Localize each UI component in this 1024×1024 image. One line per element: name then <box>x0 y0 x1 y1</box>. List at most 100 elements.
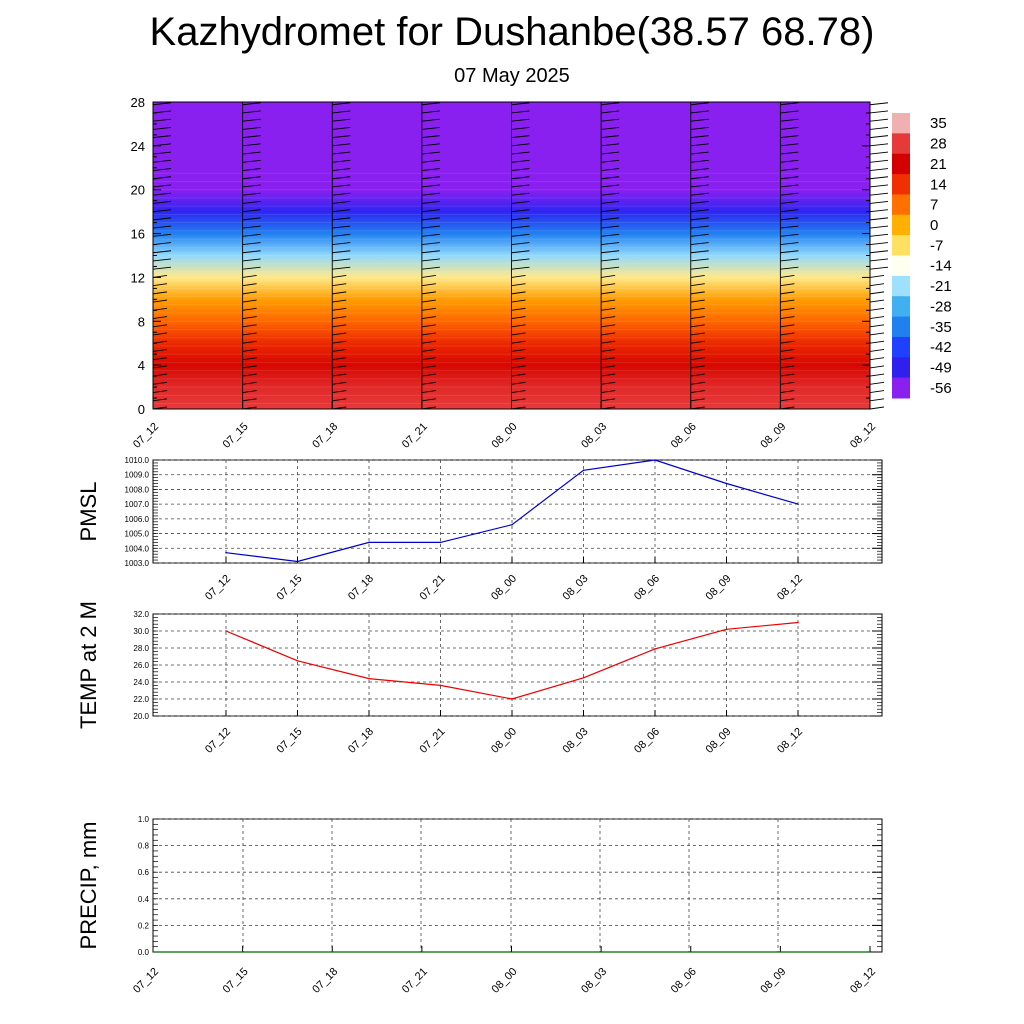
wind-barb <box>869 316 885 319</box>
wind-barb <box>780 168 799 171</box>
wind-barb <box>152 348 168 352</box>
wind-barb <box>869 324 885 328</box>
colorbar-swatch <box>892 113 910 134</box>
wind-barb <box>332 307 347 311</box>
wind-barb <box>421 373 436 377</box>
wind-barb <box>780 151 799 155</box>
y-tick-label: 1010.0 <box>125 456 150 465</box>
x-tick-label: 07_15 <box>221 421 251 451</box>
wind-barb <box>152 200 172 204</box>
wind-barb <box>242 110 261 114</box>
wind-barb <box>421 217 440 221</box>
colorbar-swatch <box>892 255 910 277</box>
y-tick-label: 0.4 <box>138 895 150 904</box>
colorbar-swatch <box>892 214 910 236</box>
wind-barb <box>332 365 347 369</box>
x-tick-label: 08_00 <box>489 573 519 603</box>
colorbar-label: -28 <box>930 298 952 315</box>
colorbar-label: -35 <box>930 319 952 336</box>
wind-barb <box>780 184 799 188</box>
wind-barb <box>601 135 620 139</box>
x-tick-label: 07_15 <box>221 966 251 996</box>
wind-barb <box>242 398 257 402</box>
wind-barb <box>511 274 526 278</box>
y-tick-label: 20.0 <box>133 712 149 721</box>
x-tick-label: 07_12 <box>203 726 233 756</box>
wind-barb <box>601 258 620 262</box>
wind-barb <box>332 242 351 245</box>
wind-barb <box>869 151 889 155</box>
wind-barb <box>152 274 168 278</box>
wind-barb <box>332 390 347 393</box>
wind-barb <box>690 217 709 221</box>
y-tick-label: 0.2 <box>138 921 150 930</box>
wind-barb <box>869 348 885 352</box>
wind-barb <box>242 307 257 311</box>
y-tick-label: 12 <box>131 270 145 285</box>
wind-barb <box>332 373 347 377</box>
wind-barb <box>780 324 795 328</box>
wind-barb <box>152 324 168 328</box>
wind-barb <box>601 209 620 213</box>
colorbar-swatch <box>892 377 910 399</box>
wind-barb <box>601 266 620 270</box>
wind-barb <box>511 324 526 328</box>
wind-barb <box>869 299 885 303</box>
wind-barb <box>332 283 347 287</box>
wind-barb <box>242 151 261 155</box>
data-point <box>582 469 585 472</box>
wind-barb <box>780 192 799 196</box>
wind-barb <box>511 348 526 352</box>
wind-barb <box>690 143 709 147</box>
wind-barb <box>690 233 709 237</box>
wind-barb <box>601 307 616 311</box>
wind-barb <box>511 184 530 188</box>
colorbar-label: -49 <box>930 359 952 376</box>
x-tick-label: 08_12 <box>775 573 805 603</box>
wind-barb <box>511 373 526 377</box>
wind-barb <box>780 118 799 122</box>
y-tick-label: 32.0 <box>133 610 149 619</box>
wind-barb <box>242 381 257 385</box>
wind-barb <box>332 184 351 188</box>
wind-barb <box>242 250 261 254</box>
x-tick-label: 08_03 <box>579 966 609 996</box>
wind-barb <box>780 135 799 139</box>
wind-barb <box>332 168 351 171</box>
wind-barb <box>332 135 351 139</box>
wind-barb <box>421 307 436 311</box>
wind-barb <box>152 398 168 402</box>
wind-barb <box>152 283 168 287</box>
wind-barb <box>421 102 440 106</box>
y-tick-label: 1009.0 <box>125 471 150 480</box>
wind-barb <box>780 102 799 106</box>
colorbar-label: 14 <box>930 176 947 193</box>
wind-barb <box>511 176 530 180</box>
wind-barb <box>780 365 795 369</box>
colorbar-label: 35 <box>930 115 947 132</box>
wind-barb <box>869 390 885 393</box>
wind-barb <box>601 291 616 295</box>
wind-barb <box>780 373 795 377</box>
wind-barb <box>421 332 436 336</box>
wind-barb <box>421 209 440 213</box>
wind-barb <box>421 151 440 155</box>
colorbar-label: 21 <box>930 156 947 173</box>
wind-barb <box>242 283 257 287</box>
wind-barb <box>601 118 620 122</box>
wind-barb <box>511 126 530 130</box>
wind-barb <box>780 381 795 385</box>
x-tick-label: 07_21 <box>400 421 430 451</box>
wind-barb <box>421 225 440 229</box>
colorbar-swatch <box>892 153 910 175</box>
wind-barb <box>601 192 620 196</box>
wind-barb <box>332 225 351 229</box>
wind-barb <box>152 299 168 303</box>
wind-barb <box>869 118 889 122</box>
wind-barb <box>869 266 889 270</box>
wind-barb <box>690 324 705 328</box>
wind-barb <box>511 283 526 287</box>
wind-barb <box>780 398 795 402</box>
y-tick-label: 1005.0 <box>125 530 150 539</box>
wind-barb <box>242 291 257 295</box>
